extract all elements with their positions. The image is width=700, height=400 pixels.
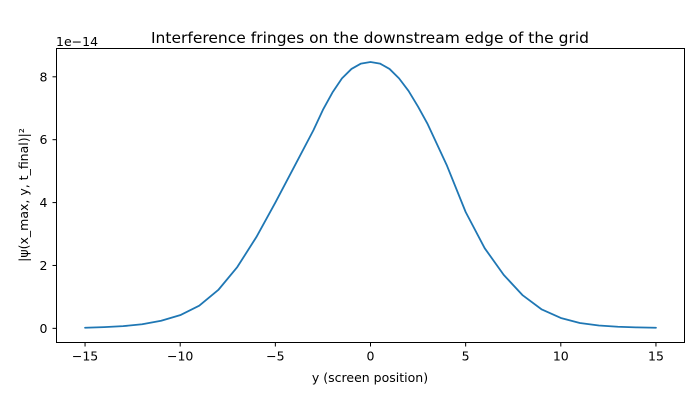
x-tick-label: −15 (72, 349, 98, 364)
y-tick-label: 4 (40, 195, 48, 210)
x-axis: −15 −10 −5 0 5 10 15 (72, 342, 664, 364)
x-tick-label: −5 (266, 349, 284, 364)
plot-frame (56, 48, 685, 343)
y-tick-label: 6 (40, 132, 48, 147)
x-tick-label: 10 (553, 349, 569, 364)
chart-title: Interference fringes on the downstream e… (151, 29, 589, 47)
y-offset-label: 1e−14 (56, 34, 98, 49)
series-line-0 (84, 61, 657, 329)
y-axis: 0 2 4 6 8 (40, 69, 57, 336)
y-tick-label: 0 (40, 321, 48, 336)
x-tick-label: 15 (648, 349, 664, 364)
y-axis-label: |ψ(x_max, y, t_final)|² (16, 128, 31, 262)
plot-area (84, 61, 657, 329)
x-tick-label: 5 (462, 349, 470, 364)
y-tick-label: 2 (40, 258, 48, 273)
x-tick-label: −10 (167, 349, 193, 364)
x-axis-label: y (screen position) (312, 370, 428, 385)
y-tick-label: 8 (40, 69, 48, 84)
x-tick-label: 0 (367, 349, 375, 364)
